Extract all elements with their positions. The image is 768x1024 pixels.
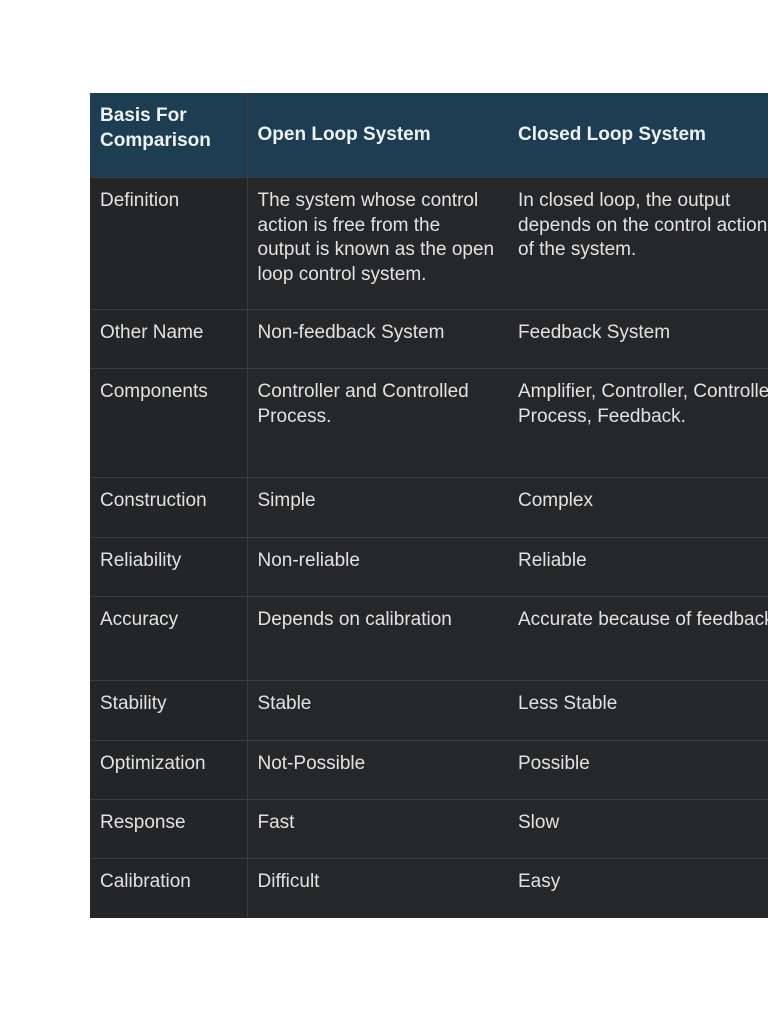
header-basis: Basis For Comparison: [90, 93, 248, 178]
table-row: Definition The system whose control actio…: [90, 177, 768, 310]
table-row: Accuracy Depends on calibration Accurate b…: [90, 596, 768, 681]
table-row: Other Name Non-feedback System Feedback Sy…: [90, 309, 768, 369]
closed-loop-cell: Amplifier, Controller, Controlled Proces…: [508, 368, 768, 478]
table-row: Construction Simple Complex: [90, 477, 768, 538]
basis-cell: Components: [90, 368, 248, 478]
table-row: Stability Stable Less Stable: [90, 680, 768, 741]
open-loop-cell: The system whose control action is free …: [247, 177, 508, 310]
open-loop-cell: Non-reliable: [247, 537, 508, 597]
basis-cell: Other Name: [90, 309, 248, 369]
open-loop-cell: Simple: [247, 477, 508, 538]
basis-cell: Response: [90, 799, 248, 859]
header-closed-loop: Closed Loop System: [508, 93, 768, 178]
table-row: Response Fast Slow: [90, 799, 768, 859]
basis-cell: Reliability: [90, 537, 248, 597]
open-loop-cell: Stable: [247, 680, 508, 741]
basis-cell: Optimization: [90, 740, 248, 800]
table-row: Calibration Difficult Easy: [90, 858, 768, 918]
open-loop-cell: Controller and Controlled Process.: [247, 368, 508, 478]
open-loop-cell: Difficult: [247, 858, 508, 918]
comparison-table: Basis For Comparison Open Loop System Cl…: [90, 93, 768, 918]
closed-loop-cell: Complex: [508, 477, 768, 538]
table-row: Components Controller and Controlled Proc…: [90, 368, 768, 478]
closed-loop-cell: Easy: [508, 858, 768, 918]
closed-loop-cell: Accurate because of feedback.: [508, 596, 768, 681]
open-loop-cell: Not-Possible: [247, 740, 508, 800]
closed-loop-cell: Feedback System: [508, 309, 768, 369]
open-loop-cell: Fast: [247, 799, 508, 859]
closed-loop-cell: Slow: [508, 799, 768, 859]
basis-cell: Stability: [90, 680, 248, 741]
basis-cell: Definition: [90, 177, 248, 310]
header-open-loop: Open Loop System: [247, 93, 508, 178]
table-row: Reliability Non-reliable Reliable: [90, 537, 768, 597]
closed-loop-cell: Less Stable: [508, 680, 768, 741]
closed-loop-cell: Reliable: [508, 537, 768, 597]
basis-cell: Calibration: [90, 858, 248, 918]
header-row: Basis For Comparison Open Loop System Cl…: [90, 93, 768, 178]
closed-loop-cell: In closed loop, the output depends on th…: [508, 177, 768, 310]
open-loop-cell: Depends on calibration: [247, 596, 508, 681]
table-row: Optimization Not-Possible Possible: [90, 740, 768, 800]
basis-cell: Construction: [90, 477, 248, 538]
closed-loop-cell: Possible: [508, 740, 768, 800]
open-loop-cell: Non-feedback System: [247, 309, 508, 369]
basis-cell: Accuracy: [90, 596, 248, 681]
